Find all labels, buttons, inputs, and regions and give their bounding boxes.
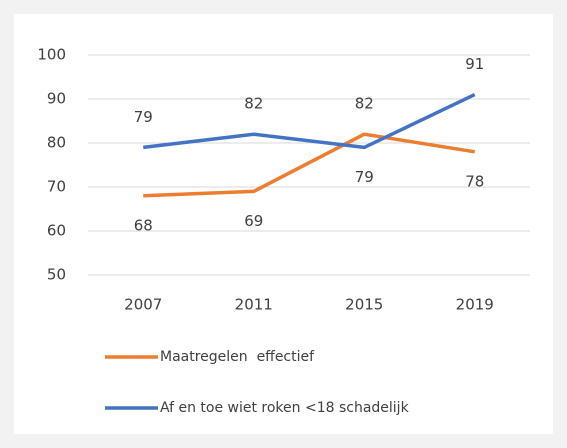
data-label: 69 xyxy=(244,212,263,230)
y-tick-label: 100 xyxy=(37,46,66,64)
y-tick-label: 70 xyxy=(47,178,66,196)
data-label: 82 xyxy=(244,95,263,113)
y-tick-label: 60 xyxy=(47,222,66,240)
data-label: 79 xyxy=(355,168,374,186)
data-label: 78 xyxy=(465,172,484,190)
y-tick-label: 50 xyxy=(47,266,66,284)
chart-area xyxy=(14,14,553,434)
data-label: 79 xyxy=(134,108,153,126)
y-tick-label: 80 xyxy=(47,134,66,152)
series-line xyxy=(143,132,476,198)
data-label: 68 xyxy=(134,216,153,234)
data-label: 82 xyxy=(355,95,374,113)
data-label: 91 xyxy=(465,55,484,73)
x-tick-label: 2007 xyxy=(124,296,162,314)
series-line xyxy=(143,93,476,150)
legend-label: Af en toe wiet roken <18 schadelijk xyxy=(160,400,410,416)
x-tick-label: 2011 xyxy=(235,296,273,314)
y-tick-label: 90 xyxy=(47,90,66,108)
x-tick-label: 2015 xyxy=(345,296,383,314)
x-tick-label: 2019 xyxy=(456,296,494,314)
legend-label: Maatregelen effectief xyxy=(160,349,315,365)
